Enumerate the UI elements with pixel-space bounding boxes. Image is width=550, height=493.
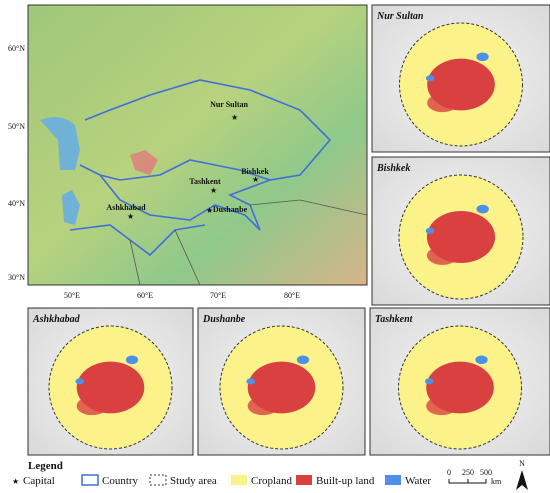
city-panel: Ashkhabad bbox=[27, 307, 194, 456]
built-up bbox=[426, 396, 457, 416]
legend-label: Country bbox=[102, 475, 139, 487]
capital-star: ★ bbox=[252, 175, 259, 184]
legend-symbol bbox=[385, 475, 401, 485]
built-up bbox=[427, 93, 458, 113]
city-panel: Nur Sultan bbox=[371, 4, 550, 153]
scale-label: 0 bbox=[447, 468, 451, 477]
lon-label: 50°E bbox=[64, 291, 80, 300]
lat-label: 60°N bbox=[8, 44, 25, 53]
lat-label: 30°N bbox=[8, 273, 25, 282]
city-panel: Dushanbe bbox=[197, 307, 366, 456]
water bbox=[296, 355, 310, 365]
legend-symbol bbox=[149, 474, 167, 486]
panel-title: Nur Sultan bbox=[376, 11, 424, 22]
water bbox=[475, 355, 488, 365]
scale-bar: 0 250 500 km bbox=[447, 468, 502, 486]
lon-label: 70°E bbox=[210, 291, 226, 300]
capital-star: ★ bbox=[127, 212, 134, 221]
panel-title: Tashkent bbox=[375, 314, 414, 325]
panel-title: Ashkhabad bbox=[32, 314, 81, 325]
legend-symbol: ★ bbox=[12, 477, 19, 486]
built-up bbox=[247, 396, 279, 416]
capital-star: ★ bbox=[231, 113, 238, 122]
scale-label: 500 bbox=[480, 468, 492, 477]
water bbox=[424, 378, 434, 385]
capital-star: ★ bbox=[210, 186, 217, 195]
study-area bbox=[48, 325, 173, 450]
legend: Legend ★ Capital Country Study area Crop… bbox=[12, 459, 528, 490]
study-area bbox=[398, 325, 522, 450]
capitals: ★ ★ ★ ★ ★ bbox=[127, 113, 259, 221]
water bbox=[425, 227, 435, 234]
city-panel: Tashkent bbox=[369, 307, 550, 456]
north-arrow bbox=[516, 470, 528, 490]
study-area bbox=[399, 22, 523, 147]
city-label: Nur Sultan bbox=[210, 100, 248, 109]
city-label: Bishkek bbox=[241, 167, 269, 176]
legend-title: Legend bbox=[28, 460, 63, 472]
capital-star: ★ bbox=[206, 206, 213, 215]
legend-symbol bbox=[81, 474, 99, 486]
study-area bbox=[219, 325, 344, 450]
water bbox=[125, 355, 139, 365]
city-label: Tashkent bbox=[189, 177, 221, 186]
scale-label: 250 bbox=[462, 468, 474, 477]
lon-label: 60°E bbox=[137, 291, 153, 300]
panel-title: Dushanbe bbox=[202, 314, 246, 325]
lat-label: 50°N bbox=[8, 122, 25, 131]
legend-label: Water bbox=[405, 475, 431, 487]
lon-label: 80°E bbox=[284, 291, 300, 300]
legend-symbol bbox=[231, 475, 247, 485]
water bbox=[246, 378, 256, 385]
legend-label: Capital bbox=[23, 475, 55, 487]
water bbox=[476, 52, 489, 62]
built-up bbox=[76, 396, 108, 416]
legend-label: Built-up land bbox=[316, 475, 375, 487]
water bbox=[425, 75, 435, 82]
lat-label: 40°N bbox=[8, 199, 25, 208]
water bbox=[75, 378, 85, 385]
legend-symbol bbox=[296, 475, 312, 485]
legend-label: Cropland bbox=[251, 475, 292, 487]
city-panel: Bishkek bbox=[371, 156, 550, 306]
built-up bbox=[426, 246, 458, 265]
scale-unit: km bbox=[491, 477, 502, 486]
north-label: N bbox=[519, 459, 525, 468]
water bbox=[476, 204, 489, 214]
city-label: Ashkhabad bbox=[106, 203, 146, 212]
legend-label: Study area bbox=[170, 475, 217, 487]
main-map: ★ ★ ★ ★ ★ Nur Sultan Tashkent Bishkek As… bbox=[8, 4, 368, 300]
study-area bbox=[398, 174, 524, 300]
panel-title: Bishkek bbox=[376, 163, 410, 174]
panels: Nur Sultan Bishkek Ashkhabad Dushanbe Tashke… bbox=[27, 4, 550, 456]
city-label: Dushanbe bbox=[213, 205, 248, 214]
